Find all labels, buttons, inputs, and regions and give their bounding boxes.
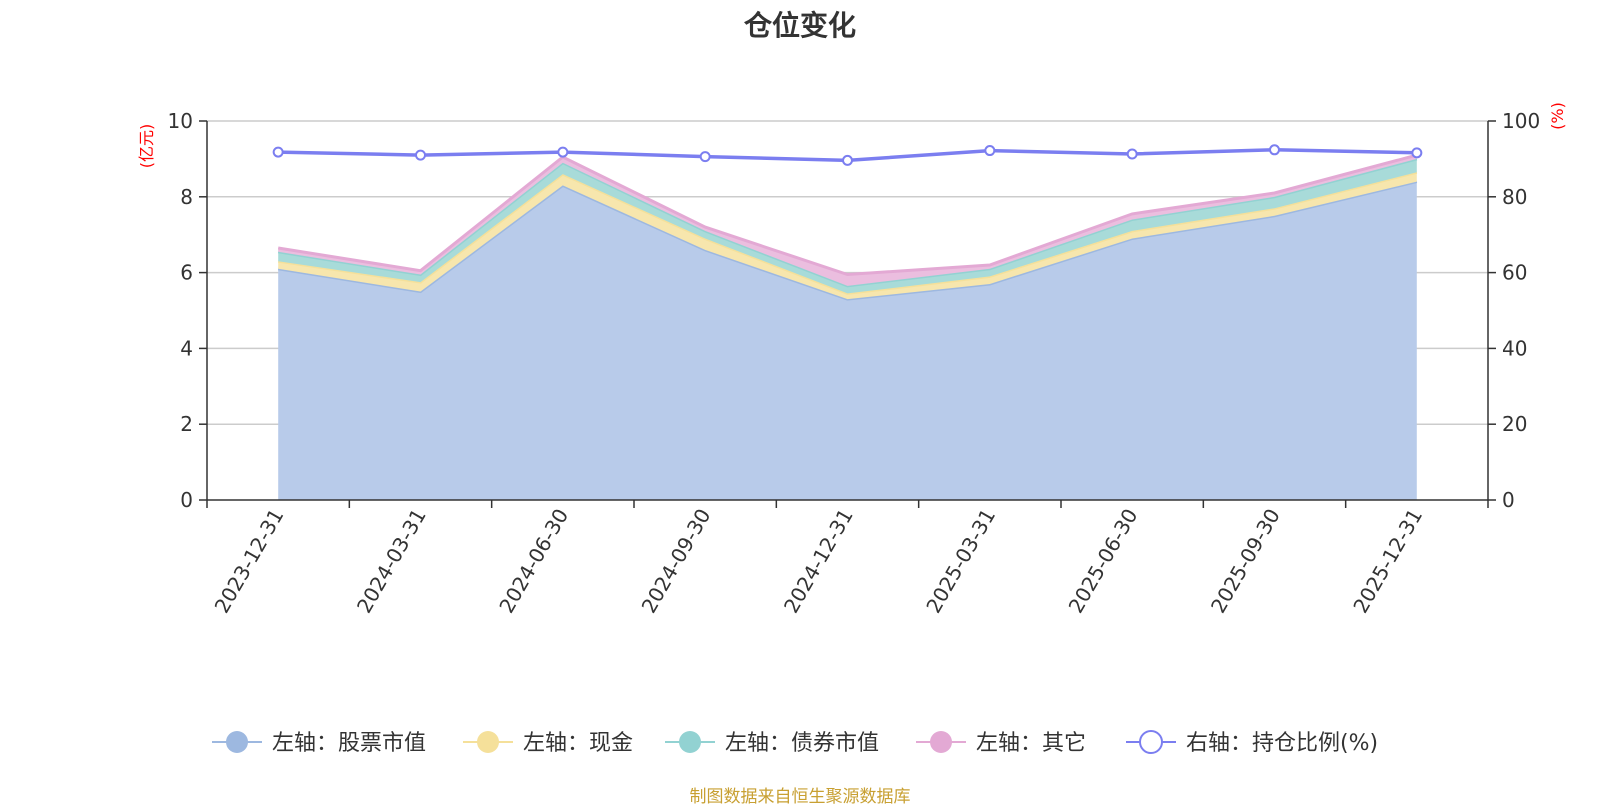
left-tick-label: 6 xyxy=(180,261,193,285)
legend-label: 左轴：现金 xyxy=(523,731,633,756)
x-tick-label: 2025-12-31 xyxy=(1348,505,1427,618)
legend-marker xyxy=(477,731,499,753)
x-tick-label: 2024-09-30 xyxy=(637,505,716,618)
ratio-point xyxy=(557,146,569,158)
left-axis-unit: (亿元) xyxy=(137,124,156,169)
left-tick-label: 0 xyxy=(180,488,193,512)
ratio-point xyxy=(272,146,284,158)
chart-title: 仓位变化 xyxy=(743,9,856,42)
area-edge-series-4 xyxy=(277,153,1418,277)
stacked-areas xyxy=(277,153,1418,500)
x-tick-label: 2023-12-31 xyxy=(210,505,289,618)
ratio-point xyxy=(1126,148,1138,160)
ratio-point xyxy=(1411,147,1423,159)
right-tick-label: 0 xyxy=(1502,488,1515,512)
area-series-2 xyxy=(278,172,1417,300)
right-axis-unit: (%) xyxy=(1548,102,1567,130)
legend-marker xyxy=(226,731,248,753)
ratio-point xyxy=(699,151,711,163)
ratio-line xyxy=(272,144,1423,166)
left-tick-label: 2 xyxy=(180,412,193,436)
x-tick-label: 2024-06-30 xyxy=(494,505,573,618)
legend-label: 左轴：股票市值 xyxy=(272,731,426,756)
right-tick-label: 40 xyxy=(1502,336,1527,360)
legend-label: 左轴：债券市值 xyxy=(725,731,879,756)
x-tick-label: 2025-09-30 xyxy=(1206,505,1285,618)
legend-marker xyxy=(930,731,952,753)
legend-label: 左轴：其它 xyxy=(976,731,1086,756)
left-tick-label: 10 xyxy=(168,109,193,133)
legend: 左轴：股票市值 左轴：现金 左轴：债券市值 左轴：其它 右轴：持仓比例(%) xyxy=(212,730,1378,756)
right-tick-label: 20 xyxy=(1502,412,1527,436)
legend-marker xyxy=(679,731,701,753)
left-tick-label: 4 xyxy=(180,336,193,360)
ratio-point xyxy=(415,149,426,161)
ratio-point xyxy=(842,154,853,166)
legend-marker xyxy=(1139,730,1163,754)
x-tick-label: 2024-12-31 xyxy=(779,505,858,618)
data-source-note: 制图数据来自恒生聚源数据库 xyxy=(689,787,911,807)
right-tick-label: 100 xyxy=(1502,109,1540,133)
right-tick-label: 80 xyxy=(1502,185,1527,209)
legend-label: 右轴：持仓比例(%) xyxy=(1186,731,1378,756)
x-tick-label: 2025-06-30 xyxy=(1064,505,1143,618)
right-tick-label: 60 xyxy=(1502,261,1527,285)
x-tick-label: 2025-03-31 xyxy=(921,504,1000,617)
ratio-point xyxy=(984,145,996,157)
area-series-1 xyxy=(278,181,1417,500)
x-tick-label: 2024-03-31 xyxy=(352,505,431,618)
left-tick-label: 8 xyxy=(180,185,193,209)
ratio-point xyxy=(1269,144,1280,156)
